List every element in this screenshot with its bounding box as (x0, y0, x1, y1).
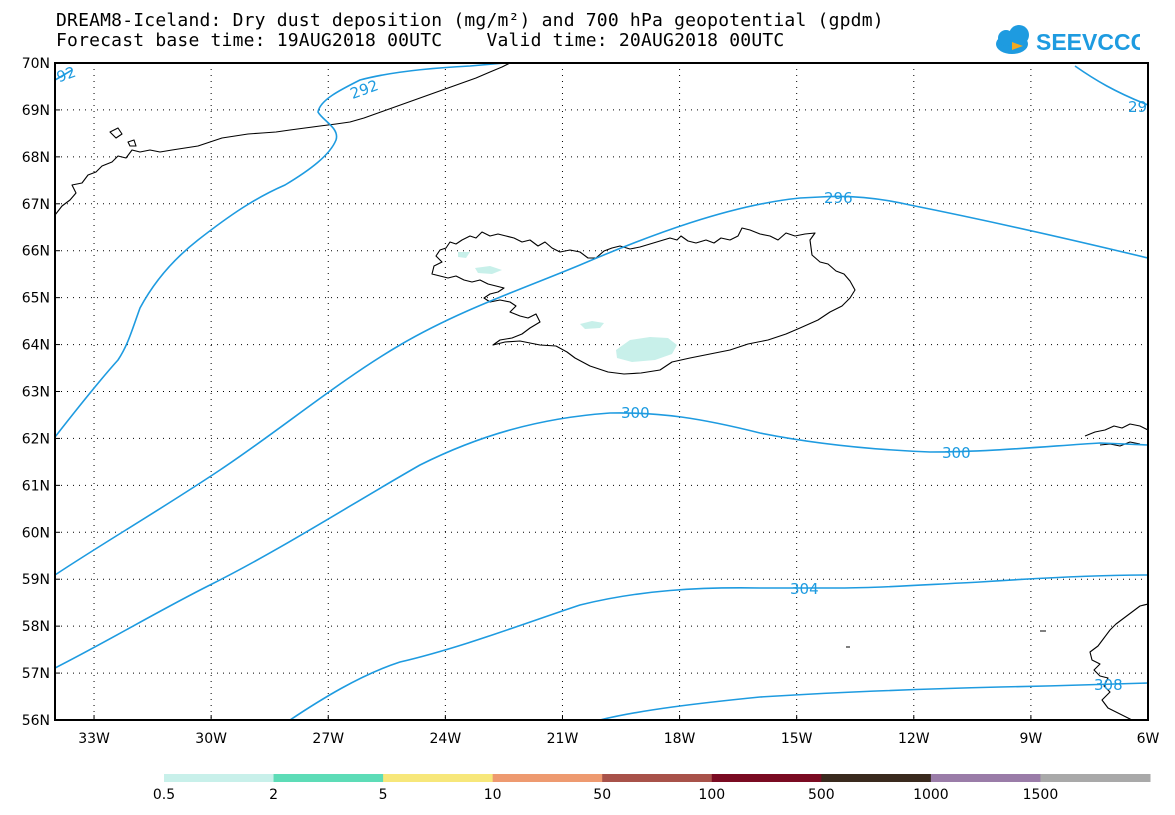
lat-label: 70N (22, 56, 50, 72)
geopotential-contours (55, 63, 1148, 720)
faroe-shetland-coast (1084, 423, 1148, 447)
coastlines (55, 63, 1148, 720)
lat-label: 68N (22, 150, 50, 166)
contour-292-west-top (55, 69, 73, 81)
lat-label: 67N (22, 197, 50, 213)
lon-label: 9W (1020, 731, 1043, 747)
colorbar-swatch (1040, 774, 1151, 782)
lat-label: 65N (22, 291, 50, 307)
colorbar-label: 0.5 (153, 787, 175, 803)
contour-label-304: 304 (790, 580, 819, 598)
lat-label: 66N (22, 244, 50, 260)
greenland-coastline (55, 63, 511, 216)
lat-label: 64N (22, 338, 50, 354)
contour-304 (289, 574, 1148, 720)
lat-label: 60N (22, 525, 50, 541)
colorbar-label: 500 (808, 787, 835, 803)
lon-label: 15W (781, 731, 813, 747)
contour-296 (55, 195, 1148, 576)
colorbar-swatch (821, 774, 932, 782)
colorbar-label: 1500 (1023, 787, 1059, 803)
dust-deposition-areas (458, 252, 677, 362)
colorbar-label: 100 (698, 787, 725, 803)
cloud-icon (996, 25, 1029, 54)
lat-label: 69N (22, 103, 50, 119)
contour-labels: 292 92 29 296 300 300 304 308 (54, 63, 1147, 694)
logo-text: SEEVCCC (1036, 29, 1140, 55)
contour-label-308: 308 (1094, 676, 1123, 694)
chart-title: DREAM8-Iceland: Dry dust deposition (mg/… (56, 10, 884, 31)
colorbar-label: 5 (379, 787, 388, 803)
lon-label: 18W (664, 731, 696, 747)
colorbar-swatch (711, 774, 822, 782)
contour-label-300-a: 300 (621, 404, 650, 422)
iceland-coastline (431, 227, 856, 375)
dust-patch-3 (475, 266, 502, 274)
lat-label: 57N (22, 666, 50, 682)
small-island (846, 630, 1046, 648)
lon-label: 24W (430, 731, 462, 747)
colorbar-label: 2 (269, 787, 278, 803)
dust-patch-2 (580, 321, 604, 329)
lat-label: 62N (22, 431, 50, 447)
grid (55, 63, 1148, 720)
colorbar: 0.5 2 5 10 50 100 500 1000 1500 (153, 774, 1151, 803)
contour-label-292: 292 (348, 76, 381, 103)
colorbar-swatch (930, 774, 1041, 782)
lon-label: 33W (78, 731, 110, 747)
seevccc-logo: SEEVCCC (996, 25, 1140, 55)
colorbar-label: 10 (484, 787, 502, 803)
dust-patch-1 (616, 337, 677, 362)
lon-label: 12W (898, 731, 930, 747)
colorbar-swatch (383, 774, 494, 782)
chart-subtitle: Forecast base time: 19AUG2018 00UTC Vali… (56, 30, 785, 51)
colorbar-swatch (492, 774, 603, 782)
colorbar-swatch (164, 774, 275, 782)
lon-label: 30W (195, 731, 227, 747)
greenland-islands (109, 127, 137, 147)
lat-label: 59N (22, 572, 50, 588)
lon-label: 21W (547, 731, 579, 747)
lat-label: 56N (22, 713, 50, 729)
lat-label: 61N (22, 478, 50, 494)
contour-label-292-west: 92 (54, 63, 78, 86)
contour-300 (55, 412, 1148, 669)
lat-label: 58N (22, 619, 50, 635)
colorbar-label: 50 (593, 787, 611, 803)
latitude-labels: 70N 69N 68N 67N 66N 65N 64N 63N 62N 61N 60N 59N 58N 5… (22, 56, 60, 729)
dust-patch-4 (458, 252, 470, 258)
longitude-labels: 33W 30W 27W 24W 21W 18W 15W 12W 9W 6W (78, 715, 1160, 747)
contour-label-300-b: 300 (942, 444, 971, 462)
colorbar-swatch (273, 774, 384, 782)
colorbar-label: 1000 (913, 787, 949, 803)
contour-308 (599, 682, 1148, 720)
colorbar-swatch (602, 774, 713, 782)
lat-label: 63N (22, 385, 50, 401)
contour-292-west (55, 63, 506, 438)
lon-label: 27W (312, 731, 344, 747)
contour-label-296: 296 (824, 189, 853, 207)
lon-label: 6W (1137, 731, 1160, 747)
scotland-coastline (1089, 603, 1148, 720)
contour-label-292-east: 29 (1128, 98, 1147, 116)
contour-292-east (1074, 65, 1148, 106)
